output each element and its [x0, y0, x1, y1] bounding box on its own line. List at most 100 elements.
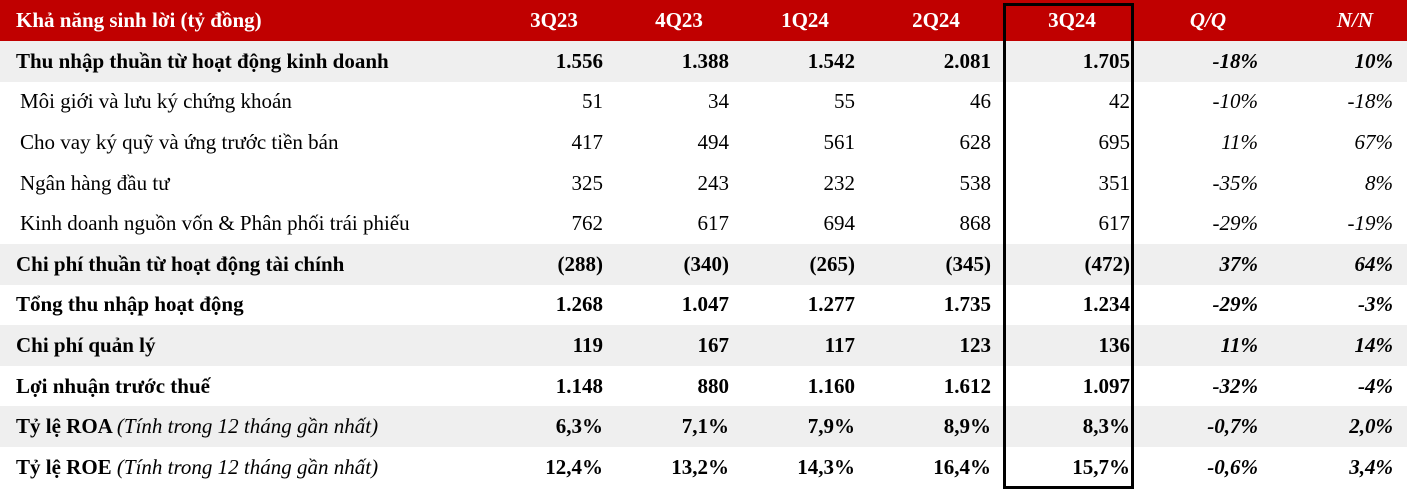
cell-value: 136	[1098, 332, 1131, 357]
cell-value: 6,3%	[555, 414, 603, 439]
cell-value: 695	[1098, 129, 1131, 154]
cell-value: 117	[824, 332, 855, 357]
cell-value: 1.234	[1082, 292, 1130, 317]
cell-value: 868	[959, 211, 992, 236]
cell-value: 1.542	[807, 48, 855, 73]
cell-value: (265)	[809, 251, 856, 276]
cell-value: 561	[823, 129, 856, 154]
table-row: Chi phí thuần từ hoạt động tài chính (28…	[0, 243, 1407, 285]
row-label-note: (Tính trong 12 tháng gần nhất)	[116, 414, 379, 439]
column-header-3q24: 3Q24	[1048, 8, 1096, 32]
cell-value: 417	[571, 129, 604, 154]
table-row: Chi phí quản lý 119 167 117 123 136 11% …	[0, 325, 1407, 366]
column-header-1q24: 1Q24	[781, 8, 829, 32]
row-label: Lợi nhuận trước thuế	[16, 373, 210, 398]
cell-value: 494	[697, 129, 730, 154]
cell-yoy: 67%	[1354, 129, 1394, 154]
cell-yoy: 2,0%	[1349, 414, 1393, 439]
column-header-4q23: 4Q23	[655, 8, 703, 32]
cell-value: 119	[572, 332, 603, 357]
cell-value: 8,9%	[943, 414, 991, 439]
cell-value: 617	[697, 211, 730, 236]
cell-yoy: 3,4%	[1349, 454, 1393, 479]
row-label: Kinh doanh nguồn vốn & Phân phối trái ph…	[20, 211, 410, 236]
cell-value: 628	[959, 129, 992, 154]
cell-value: 123	[959, 332, 992, 357]
cell-value: (340)	[683, 251, 730, 276]
cell-value: 12,4%	[545, 454, 603, 479]
table-row: Thu nhập thuần từ hoạt động kinh doanh 1…	[0, 41, 1407, 82]
cell-value: 14,3%	[797, 454, 855, 479]
cell-value: 351	[1098, 170, 1131, 195]
cell-value: 55	[834, 89, 855, 114]
cell-yoy: -19%	[1347, 211, 1394, 236]
cell-value: 232	[823, 170, 856, 195]
cell-yoy: 64%	[1354, 251, 1394, 276]
cell-value: 1.735	[943, 292, 991, 317]
row-label-text: Tỷ lệ ROE	[16, 454, 112, 479]
cell-value: 13,2%	[671, 454, 729, 479]
cell-qoq: -35%	[1212, 170, 1259, 195]
row-label: Ngân hàng đầu tư	[20, 170, 170, 195]
row-label: Thu nhập thuần từ hoạt động kinh doanh	[16, 48, 389, 73]
row-label-text: Tỷ lệ ROA	[16, 414, 112, 439]
cell-value: 7,9%	[807, 414, 855, 439]
cell-value: 46	[970, 89, 991, 114]
cell-qoq: 37%	[1219, 251, 1259, 276]
cell-value: (345)	[945, 251, 992, 276]
cell-value: 617	[1098, 211, 1131, 236]
cell-value: 51	[582, 89, 603, 114]
cell-value: 1.556	[555, 48, 603, 73]
column-header-yoy: N/N	[1336, 8, 1373, 32]
row-label: Cho vay ký quỹ và ứng trước tiền bán	[20, 129, 339, 154]
cell-value: 167	[697, 332, 730, 357]
table-row: Tỷ lệ ROA (Tính trong 12 tháng gần nhất)…	[0, 406, 1407, 447]
row-label: Môi giới và lưu ký chứng khoán	[20, 89, 292, 114]
cell-value: 2.081	[943, 48, 991, 73]
table-row: Môi giới và lưu ký chứng khoán 51 34 55 …	[0, 82, 1407, 123]
cell-qoq: -10%	[1212, 89, 1259, 114]
cell-value: 1.160	[807, 373, 855, 398]
cell-value: 1.268	[555, 292, 603, 317]
table-title: Khả năng sinh lời (tỷ đồng)	[16, 8, 262, 32]
cell-value: 16,4%	[933, 454, 991, 479]
column-header-2q24: 2Q24	[912, 8, 960, 32]
cell-value: (288)	[557, 251, 604, 276]
cell-value: 1.388	[681, 48, 729, 73]
table-row: Tổng thu nhập hoạt động 1.268 1.047 1.27…	[0, 285, 1407, 326]
cell-yoy: -3%	[1358, 292, 1393, 317]
cell-value: 1.047	[681, 292, 729, 317]
row-label-note: (Tính trong 12 tháng gần nhất)	[116, 454, 379, 479]
cell-qoq: -0,6%	[1207, 454, 1258, 479]
cell-yoy: -4%	[1358, 373, 1393, 398]
cell-value: 762	[571, 211, 604, 236]
cell-yoy: 14%	[1354, 332, 1394, 357]
cell-value: 880	[697, 373, 730, 398]
cell-value: 1.148	[555, 373, 603, 398]
table-row: Ngân hàng đầu tư 325 243 232 538 351 -35…	[0, 163, 1407, 204]
header-row: Khả năng sinh lời (tỷ đồng) 3Q23 4Q23 1Q…	[0, 0, 1407, 41]
table-row: Cho vay ký quỹ và ứng trước tiền bán 417…	[0, 122, 1407, 163]
cell-value: 1.097	[1082, 373, 1130, 398]
cell-value: 243	[697, 170, 730, 195]
cell-yoy: 8%	[1365, 170, 1393, 195]
cell-yoy: -18%	[1347, 89, 1394, 114]
cell-value: 1.277	[807, 292, 855, 317]
cell-qoq: 11%	[1221, 129, 1258, 154]
table-row: Lợi nhuận trước thuế 1.148 880 1.160 1.6…	[0, 366, 1407, 407]
cell-qoq: -0,7%	[1207, 414, 1258, 439]
cell-qoq: -18%	[1212, 48, 1259, 73]
cell-value: 325	[571, 170, 604, 195]
cell-value: 8,3%	[1082, 414, 1130, 439]
table-row: Kinh doanh nguồn vốn & Phân phối trái ph…	[0, 203, 1407, 244]
column-header-qoq: Q/Q	[1189, 8, 1226, 32]
cell-value: 1.705	[1082, 48, 1130, 73]
row-label: Tỷ lệ ROA (Tính trong 12 tháng gần nhất)	[0, 406, 492, 447]
cell-value: 694	[823, 211, 856, 236]
row-label: Tỷ lệ ROE (Tính trong 12 tháng gần nhất)	[0, 447, 492, 488]
cell-value: 7,1%	[681, 414, 729, 439]
cell-value: (472)	[1084, 251, 1131, 276]
cell-qoq: 11%	[1220, 332, 1258, 357]
row-label: Chi phí quản lý	[16, 332, 156, 357]
